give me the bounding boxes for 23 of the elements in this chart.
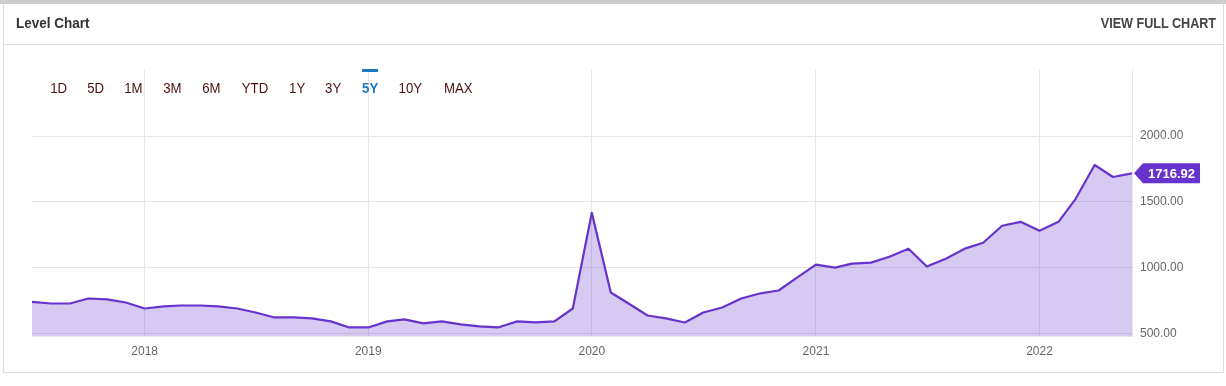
- annotation: 3M: [163, 79, 182, 96]
- annotation: 1D: [50, 79, 68, 96]
- annotation: 5D: [87, 79, 105, 96]
- annotation: 1Y: [289, 79, 306, 96]
- annotation: 5Y: [361, 79, 378, 96]
- x-tick-label: 2018: [131, 343, 159, 358]
- y-tick-label: 500.00: [1140, 325, 1178, 340]
- y-tick-label: 2000.00: [1140, 128, 1184, 143]
- annotation: 6M: [202, 79, 221, 96]
- x-tick-label: 2020: [578, 343, 606, 358]
- x-tick-label: 2021: [802, 343, 830, 358]
- data-label: 1716.92: [1148, 165, 1195, 181]
- annotation: 1M: [124, 79, 143, 96]
- y-tick-label: 1500.00: [1140, 194, 1184, 209]
- x-tick-label: 2022: [1026, 343, 1054, 358]
- y-tick-label: 1000.00: [1140, 259, 1184, 274]
- x-tick-label: 2019: [354, 343, 382, 358]
- annotation: YTD: [241, 79, 269, 96]
- chart-title: Level Chart: [16, 14, 90, 31]
- annotation: 3Y: [325, 79, 342, 96]
- annotation: 10Y: [398, 79, 423, 96]
- text: VIEW FULL CHART: [1100, 15, 1216, 31]
- annotation: MAX: [443, 79, 473, 96]
